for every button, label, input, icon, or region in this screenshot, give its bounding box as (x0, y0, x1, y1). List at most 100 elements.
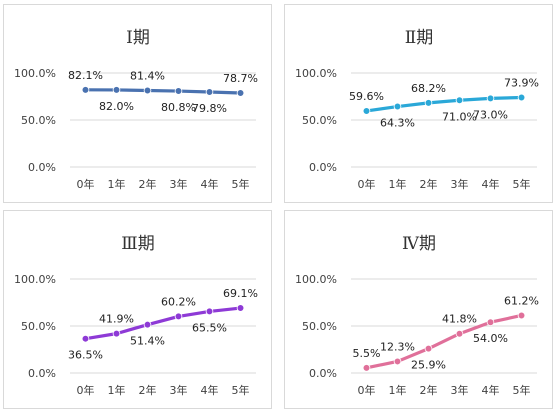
x-tick-label: 0年 (358, 383, 376, 397)
x-tick-label: 1年 (389, 383, 407, 397)
data-label: 36.5% (68, 349, 103, 362)
data-label: 78.7% (223, 72, 258, 85)
data-point (393, 102, 402, 111)
data-label: 60.2% (161, 295, 196, 308)
y-tick-label: 0.0% (28, 161, 56, 174)
chart-title: Ⅳ期 (402, 234, 436, 254)
x-tick-label: 1年 (389, 177, 407, 191)
data-label: 80.8% (161, 101, 196, 114)
x-tick-label: 5年 (232, 383, 250, 397)
x-tick-label: 3年 (451, 177, 469, 191)
x-tick-label: 1年 (108, 177, 126, 191)
data-point (393, 357, 402, 366)
chart-title: Ⅱ期 (405, 28, 434, 48)
x-tick-label: 3年 (170, 383, 188, 397)
data-point (424, 344, 433, 353)
chart-panel-stage-4: Ⅳ期 0.0% 50.0% 100.0% 0年 1年 2年 3年 4年 5年 5.5% 12.3% 25… (284, 210, 553, 409)
data-label: 69.1% (223, 287, 258, 300)
x-tick-label: 1年 (108, 383, 126, 397)
data-label: 73.0% (473, 108, 508, 121)
chart-title: Ⅰ期 (126, 28, 150, 48)
data-point (81, 334, 90, 343)
data-point (517, 311, 526, 320)
x-tick-label: 4年 (482, 177, 500, 191)
data-label: 5.5% (353, 347, 381, 360)
data-point (486, 318, 495, 327)
x-tick-label: 4年 (201, 383, 219, 397)
y-tick-label: 50.0% (21, 320, 56, 333)
x-tick-label: 3年 (451, 383, 469, 397)
x-tick-label: 2年 (420, 177, 438, 191)
data-label: 73.9% (504, 77, 539, 90)
y-tick-label: 100.0% (14, 67, 56, 80)
x-tick-label: 4年 (201, 177, 219, 191)
data-point (424, 99, 433, 107)
y-tick-label: 0.0% (309, 161, 337, 174)
data-point (362, 364, 371, 372)
y-tick-label: 100.0% (295, 67, 337, 80)
y-tick-label: 100.0% (295, 273, 337, 286)
x-tick-label: 5年 (513, 177, 531, 191)
x-tick-label: 3年 (170, 177, 188, 191)
x-tick-label: 5年 (232, 177, 250, 191)
chart-stage-4: Ⅳ期 0.0% 50.0% 100.0% 0年 1年 2年 3年 4年 5年 5.5% 12.3% 25… (295, 234, 539, 397)
y-tick-label: 50.0% (21, 114, 56, 127)
data-label: 71.0% (442, 110, 477, 123)
x-tick-label: 5年 (513, 383, 531, 397)
data-label: 65.5% (192, 321, 227, 334)
data-point (236, 304, 245, 312)
data-point (143, 320, 152, 329)
data-point (517, 93, 526, 102)
data-point (362, 107, 371, 115)
chart-stage-1: Ⅰ期 0.0% 50.0% 100.0% 0年 1年 2年 3年 4年 5年 82.1% 82.0% 8… (14, 28, 258, 191)
series-line (83, 306, 243, 341)
y-tick-label: 100.0% (14, 273, 56, 286)
data-label: 82.0% (99, 100, 134, 113)
data-point (205, 88, 214, 96)
data-label: 41.9% (99, 313, 134, 326)
chart-panel-stage-1: Ⅰ期 0.0% 50.0% 100.0% 0年 1年 2年 3年 4年 5年 82.1% 82.0% 8… (3, 4, 272, 203)
data-point (174, 87, 183, 95)
data-label: 68.2% (411, 82, 446, 95)
data-label: 12.3% (380, 340, 415, 353)
y-tick-label: 0.0% (28, 367, 56, 380)
data-point (81, 86, 90, 94)
data-point (143, 86, 152, 95)
data-point (174, 312, 183, 321)
y-tick-label: 0.0% (309, 367, 337, 380)
data-point (112, 86, 121, 94)
x-tick-label: 2年 (139, 177, 157, 191)
x-tick-label: 0年 (77, 177, 95, 191)
data-label: 79.8% (192, 102, 227, 115)
data-label: 51.4% (130, 335, 165, 348)
chart-panel-stage-3: Ⅲ期 0.0% 50.0% 100.0% 0年 1年 2年 3年 4年 5年 36.5% 41.9% 5… (3, 210, 272, 409)
chart-title: Ⅲ期 (121, 234, 154, 254)
data-point (455, 96, 464, 105)
x-tick-label: 0年 (358, 177, 376, 191)
series-line (83, 88, 243, 95)
x-tick-label: 0年 (77, 383, 95, 397)
data-point (236, 89, 245, 97)
data-label: 64.3% (380, 117, 415, 130)
y-tick-label: 50.0% (302, 320, 337, 333)
data-label: 61.2% (504, 294, 539, 307)
chart-stage-2: Ⅱ期 0.0% 50.0% 100.0% 0年 1年 2年 3年 4年 5年 59.6% 64.3% 6… (295, 28, 539, 191)
data-label: 82.1% (68, 69, 103, 82)
data-label: 54.0% (473, 332, 508, 345)
data-point (112, 329, 121, 338)
data-label: 59.6% (349, 90, 384, 103)
series-line (364, 313, 524, 370)
chart-stage-3: Ⅲ期 0.0% 50.0% 100.0% 0年 1年 2年 3年 4年 5年 36.5% 41.9% 5… (14, 234, 258, 397)
data-point (486, 94, 495, 103)
y-tick-label: 50.0% (302, 114, 337, 127)
x-tick-label: 2年 (139, 383, 157, 397)
data-label: 25.9% (411, 359, 446, 372)
x-tick-label: 4年 (482, 383, 500, 397)
data-label: 41.8% (442, 313, 477, 326)
chart-panel-stage-2: Ⅱ期 0.0% 50.0% 100.0% 0年 1年 2年 3年 4年 5年 59.6% 64.3% 6… (284, 4, 553, 203)
series-line (364, 95, 524, 113)
x-tick-label: 2年 (420, 383, 438, 397)
data-label: 81.4% (130, 69, 165, 82)
data-point (455, 329, 464, 338)
data-point (205, 307, 214, 316)
